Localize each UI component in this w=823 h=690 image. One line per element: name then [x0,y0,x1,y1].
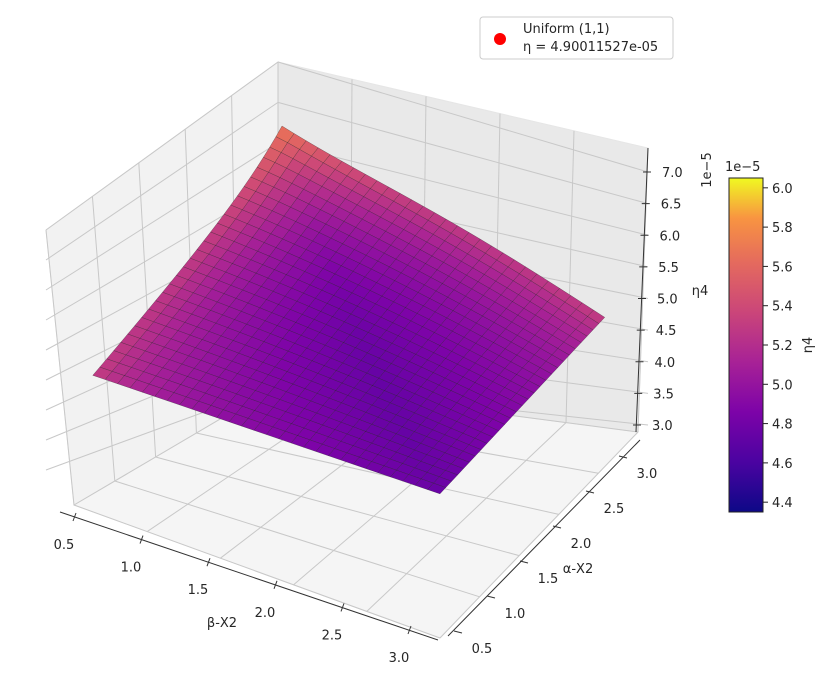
y-tick-label: 3.0 [637,467,658,482]
colorbar-tick-label: 5.4 [772,300,793,315]
left-z-grid-line [45,61,279,231]
z-axis-label: η4 [692,284,709,299]
y-tick-label: 2.0 [571,537,592,552]
x-tick-mark [206,558,211,567]
x-tick-label: 1.0 [121,561,142,576]
colorbar-tick-label: 5.8 [772,221,793,236]
y-tick-label: 1.0 [505,607,526,622]
left-grid-line [91,196,116,482]
z-tick-label: 3.0 [652,419,673,434]
left-grid-line [45,229,75,506]
x-tick-mark [72,512,77,522]
y-tick-mark [618,455,628,459]
x-tick-mark [139,535,144,544]
legend-label-line2: η = 4.90011527e-05 [523,40,658,55]
z-tick-label: 5.5 [658,261,679,276]
z-ticks: 3.0 3.5 4.0 4.5 5.0 5.5 6.0 6.5 7.0 [633,166,683,434]
z-tick-label: 6.0 [660,229,681,244]
floor-grid-line [366,422,567,612]
x-ticks: 0.5 1.0 1.5 2.0 2.5 3.0 [54,512,412,666]
y-tick-mark [552,525,562,529]
y-tick-label: 1.5 [538,572,559,587]
surface [92,125,606,495]
z-offset-text: 1e−5 [700,152,715,187]
y-tick-mark [519,560,529,564]
x-tick-label: 3.0 [389,651,410,666]
x-tick-label: 0.5 [54,538,75,553]
floor-grid-line [73,504,441,639]
axis-spines [59,147,649,641]
legend-frame [479,16,674,60]
colorbar-tick-label: 4.4 [772,496,793,511]
z-tick-label: 4.0 [655,356,676,371]
floor-grid-line [114,480,480,598]
y-axis-line [447,439,641,637]
y-tick-label: 2.5 [604,502,625,517]
y-axis-label: α-X2 [563,562,593,577]
colorbar-ticks: 4.4 4.6 4.8 5.0 5.2 5.4 5.6 5.8 6.0 [763,182,793,511]
colorbar-gradient [728,177,764,513]
z-axis-line [635,147,649,433]
colorbar-tick-label: 4.6 [772,457,793,472]
x-tick-label: 2.0 [255,606,276,621]
x-axis-label: β-X2 [207,616,237,631]
z-tick-label: 6.5 [661,198,682,213]
surface-facet [427,483,447,495]
colorbar-tick-label: 4.8 [772,418,793,433]
floor-grid-line [439,431,639,639]
left-z-grid-line [45,142,279,291]
colorbar-tick-label: 5.0 [772,378,793,393]
z-tick-label: 3.5 [653,387,674,402]
z-tick-label: 4.5 [656,324,677,339]
x-tick-mark [340,603,345,612]
z-tick-label: 7.0 [662,166,683,181]
colorbar-offset-text: 1e−5 [725,160,760,175]
x-axis-line [59,511,439,641]
back-z-grid-line [277,101,649,205]
y-tick-mark [486,595,496,599]
x-tick-label: 1.5 [188,583,209,598]
colorbar-tick-label: 5.6 [772,260,793,275]
x-tick-label: 2.5 [322,628,343,643]
legend-label-line1: Uniform (1,1) [523,22,610,37]
x-tick-mark [407,625,412,635]
x-tick-mark [273,580,278,589]
floor-grid-line [155,456,520,557]
left-z-grid-line [45,101,279,261]
colorbar-label: η4 [801,337,816,354]
y-tick-mark [453,630,463,634]
back-grid-line [565,130,575,423]
z-tick-label: 5.0 [657,293,678,308]
floor-grid-line [196,432,559,515]
back-z-grid-line [277,61,649,173]
y-tick-mark [585,490,595,494]
left-grid-line [138,162,157,458]
colorbar: 4.4 4.6 4.8 5.0 5.2 5.4 5.6 5.8 6.0 1e−5 η4 [725,160,816,513]
legend: Uniform (1,1) η = 4.90011527e-05 [479,16,674,60]
y-tick-label: 0.5 [472,642,493,657]
back-z-grid-line [277,142,649,236]
colorbar-tick-label: 5.2 [772,339,793,354]
colorbar-tick-label: 6.0 [772,182,793,197]
y-ticks: 0.5 1.0 1.5 2.0 2.5 3.0 [453,455,658,657]
legend-marker [494,33,506,45]
